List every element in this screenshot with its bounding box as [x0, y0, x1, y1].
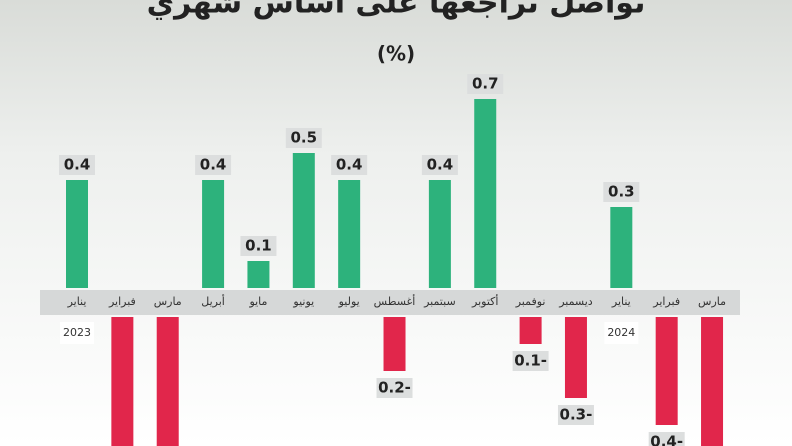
value-label-bg	[331, 155, 368, 175]
x-tick-label: نوفمبر	[515, 295, 546, 308]
bar	[66, 180, 88, 288]
value-label-bg	[285, 128, 322, 148]
value-label-bg	[195, 155, 232, 175]
value-label-bg	[467, 74, 504, 94]
value-label: 0.1	[245, 237, 272, 255]
x-tick-label: مايو	[248, 295, 267, 308]
value-label: 0.4	[427, 156, 454, 174]
bar	[474, 99, 497, 288]
x-tick-label: مارس	[154, 295, 182, 308]
value-label: 0.5	[291, 129, 318, 147]
value-label-bg	[603, 182, 640, 202]
value-label: 0.7	[472, 75, 499, 93]
value-label: 0.2-	[378, 379, 411, 397]
category-band	[40, 290, 740, 315]
chart-subtitle: (%)	[377, 42, 415, 66]
bar	[338, 180, 361, 288]
year-label-bg	[60, 322, 94, 344]
x-tick-label: أبريل	[201, 294, 225, 308]
year-label: 2024	[607, 326, 635, 339]
value-label: 0.4-	[650, 433, 683, 446]
value-label-bg	[240, 236, 277, 256]
value-label: 0.4	[200, 156, 227, 174]
x-tick-label: فبراير	[652, 295, 680, 308]
value-label: 0.4	[64, 156, 91, 174]
x-tick-label: يناير	[611, 295, 631, 308]
x-tick-label: مارس	[698, 295, 726, 308]
value-label-bg	[512, 351, 549, 371]
bar	[292, 153, 315, 288]
bar	[383, 317, 406, 371]
value-label: 0.3	[608, 183, 635, 201]
x-tick-label: ديسمبر	[558, 295, 593, 308]
value-label-bg	[421, 155, 458, 175]
value-label-bg	[59, 155, 95, 175]
bar	[428, 180, 451, 288]
x-tick-label: فبراير	[108, 295, 136, 308]
x-tick-label: يناير	[67, 295, 87, 308]
bar	[247, 261, 270, 288]
year-label-bg	[604, 322, 639, 344]
value-label: 0.4	[336, 156, 363, 174]
x-tick-label: أغسطس	[374, 294, 416, 308]
chart-title: تواصل تراجعها على أساس شهري	[147, 0, 646, 21]
x-tick-label: يونيو	[292, 295, 314, 308]
x-tick-label: سبتمبر	[423, 295, 456, 308]
bar	[156, 317, 179, 446]
bar	[655, 317, 678, 425]
value-label-bg	[376, 378, 413, 398]
value-label-bg	[648, 432, 685, 446]
x-tick-label: يوليو	[338, 295, 360, 308]
value-label-bg	[557, 405, 594, 425]
bar	[610, 207, 633, 288]
value-label: 0.1-	[514, 352, 547, 370]
value-label: 0.3-	[560, 406, 593, 424]
year-label: 2023	[63, 326, 91, 339]
x-tick-label: أكتوبر	[471, 294, 498, 308]
bar	[519, 317, 542, 344]
bar	[564, 317, 587, 398]
bar	[202, 180, 225, 288]
bar	[701, 317, 724, 446]
bar	[111, 317, 134, 446]
